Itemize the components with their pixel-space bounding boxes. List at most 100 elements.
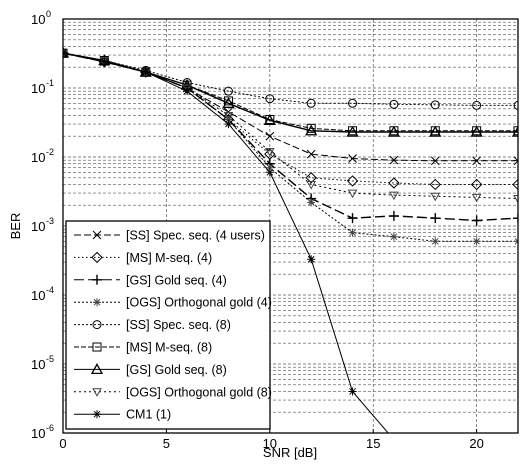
y-tick-base: 10 [31, 150, 45, 165]
legend-swatch-marker [92, 230, 102, 240]
data-point [472, 156, 481, 166]
data-point [513, 156, 518, 166]
x-axis-label: SNR [dB] [263, 445, 317, 460]
plot-frame [62, 18, 519, 434]
series-line [63, 52, 518, 162]
data-point [264, 148, 275, 157]
y-tick-label: 10 -1 [31, 78, 54, 96]
data-point [265, 168, 274, 177]
data-point [389, 155, 399, 165]
data-point [430, 100, 440, 110]
legend-swatch-marker [93, 298, 101, 307]
legend-label: [SS] Spec. seq. (8) [126, 318, 231, 332]
data-point [306, 123, 316, 133]
data-point [430, 192, 441, 202]
legend-swatch-marker [93, 410, 101, 419]
y-tick-exponent: -6 [46, 423, 54, 433]
data-point [470, 125, 483, 137]
legend-label: [GS] Gold seq. (4) [126, 273, 227, 287]
x-tick-label: 20 [469, 436, 483, 451]
y-tick-exponent: -4 [46, 285, 54, 295]
data-point [224, 120, 233, 129]
legend-swatch-marker [90, 363, 104, 375]
legend-entry: [SS] Spec. seq. (4 users) [74, 229, 265, 243]
data-point [305, 124, 318, 136]
data-point [100, 57, 109, 66]
y-tick-exponent: -1 [46, 78, 54, 88]
data-point [513, 195, 518, 204]
x-tick-label: 0 [59, 436, 66, 451]
data-point [472, 100, 482, 110]
data-point [389, 191, 399, 201]
legend-swatch-marker [92, 388, 102, 397]
data-point [470, 178, 483, 191]
legend-label: CM1 (1) [126, 408, 171, 422]
data-point [346, 125, 359, 137]
data-point [347, 189, 358, 199]
data-point [306, 149, 316, 159]
series-layer [63, 46, 518, 433]
y-tick-label: 10 -5 [31, 354, 54, 372]
data-point [389, 99, 399, 109]
data-point [430, 156, 440, 166]
y-tick-base: 10 [31, 357, 45, 372]
data-point [306, 180, 317, 190]
y-tick-label: 10 -6 [31, 423, 54, 441]
data-point [388, 177, 400, 189]
legend-label: [MS] M-seq. (8) [126, 341, 212, 355]
data-point [348, 154, 357, 163]
y-tick-exponent: 0 [46, 9, 51, 19]
x-tick-label: 10 [263, 436, 277, 451]
data-point [471, 193, 482, 203]
data-point [430, 213, 441, 224]
y-tick-exponent: -2 [46, 147, 54, 157]
y-tick-exponent: -5 [46, 354, 54, 364]
data-point [388, 210, 399, 221]
y-tick-label: 10 -2 [31, 147, 54, 165]
data-point [305, 172, 317, 184]
series-line [63, 52, 518, 106]
data-point [513, 213, 518, 224]
y-tick-label: 10 -4 [31, 285, 54, 303]
data-point [389, 232, 398, 241]
y-tick-label: 10 0 [31, 9, 51, 27]
y-tick-base: 10 [31, 12, 45, 27]
y-tick-base: 10 [31, 288, 45, 303]
data-point [223, 86, 233, 96]
legend-swatch-marker [92, 274, 102, 285]
data-point [513, 100, 518, 110]
data-point [471, 215, 482, 226]
legend-swatch-marker [92, 320, 102, 330]
legend-entry: [MS] M-seq. (4) [74, 251, 212, 265]
data-point [387, 125, 401, 137]
y-tick-base: 10 [31, 426, 45, 441]
data-point [265, 131, 275, 141]
data-point [429, 178, 441, 191]
legend-label: [MS] M-seq. (4) [126, 251, 212, 265]
y-tick-base: 10 [31, 81, 45, 96]
data-point [347, 213, 358, 224]
legend-label: [OGS] Orthogonal gold (8) [126, 385, 272, 399]
legend: [SS] Spec. seq. (4 users) [MS] M-seq. (4)… [65, 220, 272, 430]
data-point [223, 111, 234, 121]
x-tick-label: 15 [366, 436, 380, 451]
data-point [431, 237, 440, 246]
legend-entry: [SS] Spec. seq. (8) [74, 318, 231, 332]
legend-entry: [OGS] Orthogonal gold (4) [74, 296, 272, 310]
data-point [429, 125, 442, 137]
data-point [513, 126, 518, 136]
y-tick-base: 10 [31, 219, 45, 234]
legend-swatch-marker [91, 251, 103, 264]
legend-entry: [MS] M-seq. (8) [74, 341, 212, 355]
legend-entry: CM1 (1) [74, 408, 171, 422]
data-point [511, 125, 518, 137]
data-point [306, 98, 316, 108]
y-tick-exponent: -3 [46, 216, 54, 226]
series-9 [63, 49, 389, 433]
data-point [348, 98, 358, 108]
y-tick-label: 10 -3 [31, 216, 54, 234]
data-point [222, 96, 235, 108]
legend-entry: [OGS] Orthogonal gold (8) [74, 385, 272, 399]
